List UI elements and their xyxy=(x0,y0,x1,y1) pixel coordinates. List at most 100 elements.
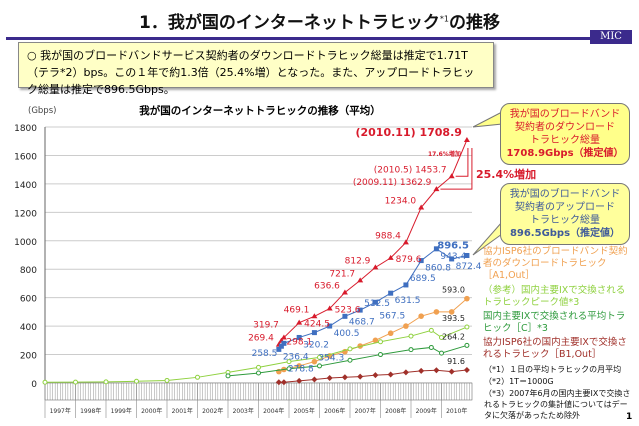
summary-box: ○ 我が国のブロードバンドサービス契約者のダウンロードトラヒック総量は推定で1.… xyxy=(18,42,494,96)
y-tick-label: 200 xyxy=(20,352,37,362)
data-label: 593.0 xyxy=(442,286,465,295)
data-point xyxy=(134,378,139,384)
logo: MIC xyxy=(590,30,632,44)
data-point xyxy=(463,136,470,142)
callout-upload-line: 契約者のアップロード xyxy=(515,202,615,213)
data-point xyxy=(418,204,425,210)
data-point xyxy=(433,367,440,374)
data-point xyxy=(408,333,414,339)
callout-upload-value: 896.5Gbps（推定値） xyxy=(509,228,621,239)
data-point xyxy=(281,340,287,346)
data-label: 631.5 xyxy=(395,296,421,306)
data-point xyxy=(326,305,333,311)
data-point xyxy=(195,374,200,380)
y-tick-label: 1200 xyxy=(14,209,37,219)
y-tick-label: 1800 xyxy=(14,124,37,134)
footnote: （*3）2007年6月の国内主要IXで交換されるトラヒックの集計値についてはデー… xyxy=(484,389,631,420)
y-tick-label: 400 xyxy=(20,323,37,333)
data-point xyxy=(286,359,292,365)
data-point xyxy=(433,186,440,192)
data-point xyxy=(388,290,394,296)
data-label: 567.5 xyxy=(379,311,405,321)
data-label: 689.5 xyxy=(410,274,436,284)
data-label: 860.8 xyxy=(425,264,451,274)
data-label: 636.6 xyxy=(314,281,340,291)
data-label: 896.5 xyxy=(437,240,469,251)
data-point xyxy=(326,375,333,382)
page-number: 1 xyxy=(626,412,633,422)
data-point xyxy=(256,364,261,370)
data-point xyxy=(433,309,440,315)
data-point xyxy=(428,327,434,333)
data-label: 468.7 xyxy=(349,317,375,327)
data-point xyxy=(225,373,231,379)
data-label: 812.9 xyxy=(345,256,371,266)
data-point xyxy=(372,372,379,379)
data-point xyxy=(286,366,292,372)
data-point xyxy=(357,373,364,380)
data-point xyxy=(256,370,261,376)
data-point xyxy=(296,334,302,340)
data-label: (2010.5) 1453.7 xyxy=(374,165,447,175)
data-point xyxy=(449,256,455,262)
callout-download-line: トラヒック総量 xyxy=(530,135,600,146)
data-point xyxy=(372,299,378,305)
data-point xyxy=(387,254,394,260)
data-point xyxy=(276,346,282,352)
data-label: 91.6 xyxy=(447,357,465,366)
data-point xyxy=(408,347,414,353)
y-tick-label: 1600 xyxy=(14,152,37,162)
data-label: 872.4 xyxy=(456,262,482,272)
data-point xyxy=(439,350,444,356)
data-point xyxy=(73,379,78,385)
data-point xyxy=(311,376,318,383)
callout-pointer xyxy=(472,111,503,128)
data-point xyxy=(403,282,409,288)
legend-b1: 協力ISP6社の国内主要IXで交換されるトラヒック［B1,Out］ xyxy=(483,337,627,360)
data-point xyxy=(378,352,383,358)
y-tick-label: 600 xyxy=(20,295,37,305)
y-tick-label: 0 xyxy=(31,380,37,390)
data-label: 400.5 xyxy=(334,329,360,339)
x-tick-label: 2004年 xyxy=(263,407,284,415)
title-rule xyxy=(6,37,606,40)
y-tick-label: 1400 xyxy=(14,181,37,191)
data-point xyxy=(463,366,470,373)
data-label: 879.6 xyxy=(396,255,422,265)
data-point xyxy=(464,342,470,348)
data-point xyxy=(280,379,287,386)
data-label: (2009.11) 1362.9 xyxy=(353,178,432,188)
data-label: 512.5 xyxy=(364,299,390,309)
y-axis-label: (Gbps) xyxy=(28,106,57,116)
data-point xyxy=(387,371,394,378)
data-label: 354.3 xyxy=(318,354,344,364)
data-point xyxy=(448,368,455,375)
data-point xyxy=(342,313,348,319)
data-point xyxy=(296,377,303,384)
x-tick-label: 2007年 xyxy=(355,407,376,415)
x-tick-label: 2001年 xyxy=(172,407,193,415)
data-point xyxy=(402,239,409,245)
data-label: 988.4 xyxy=(375,231,401,241)
data-point xyxy=(275,379,282,386)
callout-download-line: 我が国のブロードバンド xyxy=(509,109,621,120)
increase-arrow xyxy=(440,147,473,190)
data-point xyxy=(278,343,284,349)
data-point xyxy=(372,264,379,270)
x-tick-label: 2005年 xyxy=(294,407,315,415)
data-point xyxy=(448,309,455,315)
data-point xyxy=(341,374,348,381)
callout-download-line: 契約者のダウンロード xyxy=(515,122,615,133)
data-point xyxy=(317,363,322,369)
increase-year-label: 25.4%増加 xyxy=(476,168,537,181)
data-point xyxy=(347,346,353,352)
data-label: 258.5 xyxy=(252,349,278,359)
legend-ix-peak: （参考）国内主要IXで交換されるトラヒックピーク値*3 xyxy=(483,285,626,308)
data-label: 269.4 xyxy=(248,334,274,344)
data-point xyxy=(347,357,353,363)
data-point xyxy=(42,379,48,385)
data-point xyxy=(464,324,470,330)
data-label: 236.4 xyxy=(283,352,309,362)
data-label: 469.1 xyxy=(284,305,310,315)
data-point xyxy=(428,344,434,350)
